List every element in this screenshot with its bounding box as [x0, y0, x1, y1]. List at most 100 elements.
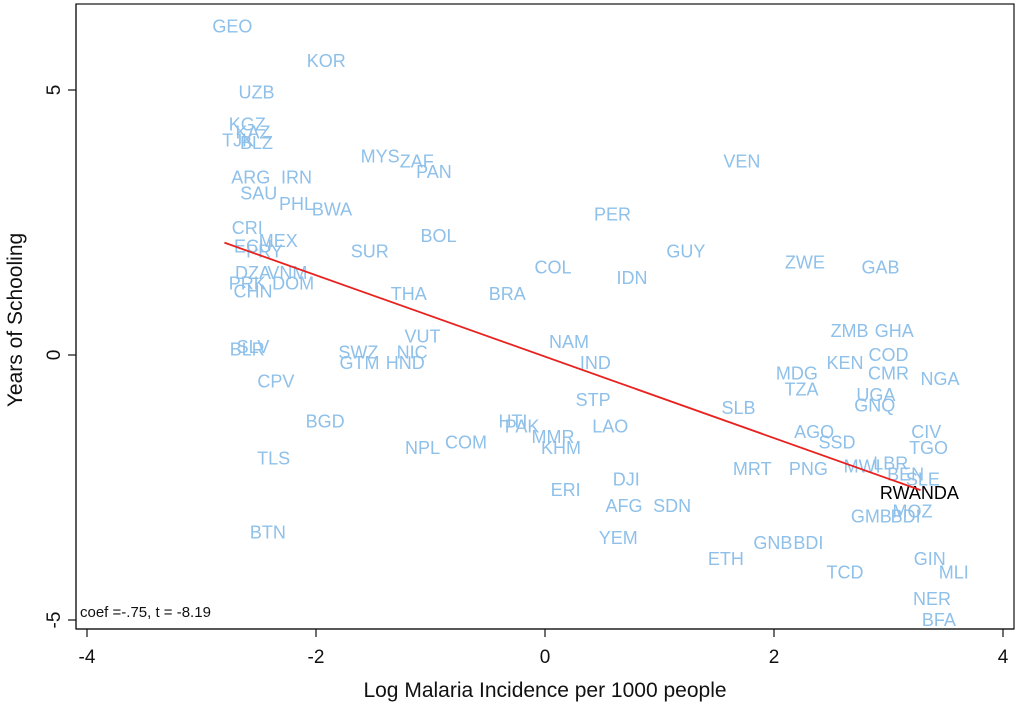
x-tick-label: 2 — [769, 647, 780, 668]
data-point-label: SUR — [351, 242, 389, 262]
data-point-label: LAO — [592, 417, 628, 437]
data-point-label: UGA — [856, 385, 895, 405]
data-point-label: GIN — [914, 549, 946, 569]
data-point-label: CMR — [868, 364, 909, 384]
data-point-label: PNG — [789, 459, 828, 479]
data-point-label: NGA — [921, 369, 960, 389]
data-point-label: HND — [386, 353, 425, 373]
data-point-label: PAN — [416, 162, 452, 182]
data-point-label: SAU — [240, 183, 277, 203]
data-point-label: YEM — [599, 528, 638, 548]
highlighted-point-label: RWANDA — [880, 483, 959, 503]
data-point-label: NPL — [405, 438, 440, 458]
data-point-label: KHM — [541, 438, 581, 458]
data-point-label: BGD — [306, 411, 345, 431]
data-point-label: UZB — [238, 83, 274, 103]
data-point-label: TLS — [257, 448, 290, 468]
data-point-label: MYS — [361, 146, 400, 166]
data-point-label: MMR — [532, 427, 575, 447]
data-point-label: IRN — [281, 167, 312, 187]
data-point-label: BWA — [312, 199, 352, 219]
x-tick-label: 0 — [540, 647, 551, 668]
x-axis-label: Log Malaria Incidence per 1000 people — [363, 679, 726, 702]
data-point-label: MDG — [776, 364, 818, 384]
data-point-label: KOR — [307, 51, 346, 71]
data-point-label: SDN — [653, 496, 691, 516]
data-point-label: ETH — [708, 549, 744, 569]
data-point-label: COL — [535, 258, 572, 278]
data-point-label: ZMB — [831, 321, 869, 341]
data-point-label: BEN — [887, 464, 924, 484]
data-point-label: IDN — [617, 268, 648, 288]
data-point-label: PER — [594, 205, 631, 225]
data-point-label: NAM — [549, 332, 589, 352]
data-point-label: CIV — [911, 422, 941, 442]
x-ticks: -4 -2 0 2 4 — [79, 629, 1009, 668]
data-point-label: COD — [869, 345, 909, 365]
data-point-label: STP — [576, 390, 611, 410]
data-point-label: GNQ — [854, 395, 895, 415]
data-point-label: MOZ — [893, 501, 933, 521]
fit-line — [224, 241, 921, 491]
data-point-label: BFA — [922, 610, 956, 630]
data-point-label: GUY — [666, 242, 705, 262]
data-point-label: PRK — [229, 273, 266, 293]
data-point-label: DZA — [235, 263, 271, 283]
data-point-label: BDI — [891, 507, 921, 527]
data-point-label: MRT — [733, 459, 772, 479]
y-tick-label: -5 — [44, 612, 65, 629]
data-point-label: PRY — [246, 242, 283, 262]
data-point-label: LBR — [873, 454, 908, 474]
data-point-label: AFG — [605, 496, 642, 516]
data-point-label: BTN — [250, 523, 286, 543]
data-point-label: COM — [445, 432, 487, 452]
data-point-label: ARG — [231, 167, 270, 187]
coef-annotation: coef =-.75, t = -8.19 — [80, 604, 211, 621]
data-point-label: BLZ — [240, 133, 273, 153]
data-point-label: PAK — [505, 417, 540, 437]
x-tick-label: -4 — [79, 647, 96, 668]
data-point-label: GEO — [212, 16, 252, 36]
data-point-label: GAB — [861, 258, 899, 278]
data-point-label: BDI — [793, 533, 823, 553]
data-point-label: MWI — [844, 456, 881, 476]
data-point-label: NIC — [397, 342, 428, 362]
data-point-label: NER — [913, 589, 951, 609]
data-point-label: GMB — [851, 507, 892, 527]
x-tick-label: 4 — [998, 647, 1009, 668]
data-point-label: THA — [391, 284, 427, 304]
data-point-label: KAZ — [236, 122, 271, 142]
data-point-label: GTM — [340, 353, 380, 373]
data-point-label: TGO — [909, 438, 948, 458]
data-point-label: CRI — [232, 218, 263, 238]
y-tick-label: 5 — [44, 85, 65, 96]
data-point-label: ZWE — [785, 252, 825, 272]
data-point-label: TJK — [222, 130, 254, 150]
data-point-label: CHN — [234, 281, 273, 301]
data-point-label: SLE — [906, 470, 940, 490]
data-point-label: GNB — [753, 533, 792, 553]
data-point-label: BRA — [489, 284, 526, 304]
data-point-label: MLI — [939, 562, 969, 582]
data-point-label: HTI — [498, 411, 527, 431]
data-point-label: MEX — [259, 231, 298, 251]
data-point-label: IND — [580, 353, 611, 373]
data-point-label: CPV — [257, 372, 294, 392]
x-tick-label: -2 — [308, 647, 325, 668]
data-point-label: ERI — [551, 480, 581, 500]
y-axis-label: Years of Schooling — [4, 233, 27, 407]
data-point-label: VUT — [404, 326, 440, 346]
data-point-label: ECU — [234, 236, 272, 256]
data-point-label: SLB — [721, 398, 755, 418]
data-point-label: SLV — [237, 337, 270, 357]
data-point-label: AGO — [794, 422, 834, 442]
data-point-label: GHA — [875, 321, 914, 341]
data-point-label: KGZ — [229, 114, 266, 134]
data-point-label: SWZ — [338, 342, 378, 362]
plot-frame — [75, 3, 1015, 630]
data-point-label: SSD — [818, 432, 855, 452]
data-point-label: ZAF — [400, 152, 434, 172]
data-point-label: TCD — [826, 562, 863, 582]
data-point-label: BOL — [420, 226, 456, 246]
